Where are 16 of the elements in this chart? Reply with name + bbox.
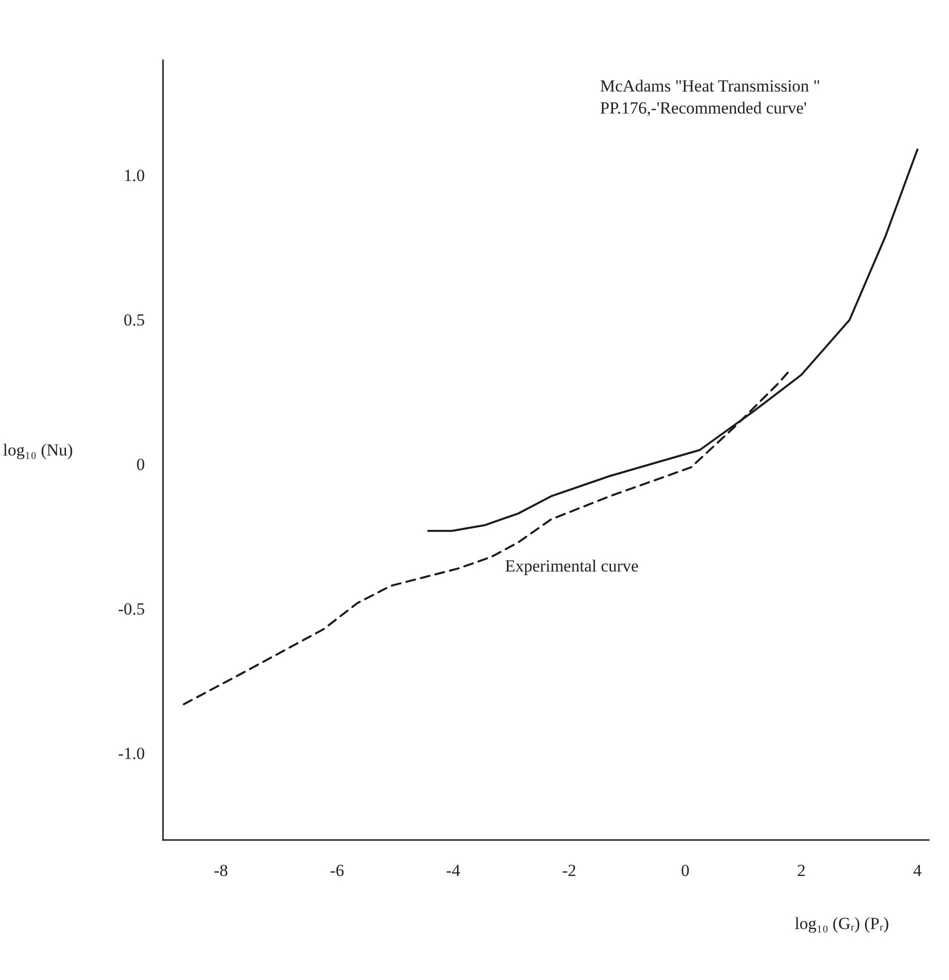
x-axis-title: log₁₀ (Gᵣ) (Pᵣ)	[794, 914, 889, 933]
x-tick-label: -2	[562, 861, 576, 880]
annotation: McAdams "Heat Transmission " PP.176,-'Recommended curve'	[600, 76, 820, 118]
y-tick-label: -0.5	[118, 599, 145, 618]
x-tick-label: -4	[446, 861, 461, 880]
y-tick-label: 1.0	[124, 166, 145, 186]
y-tick-label: -1.0	[118, 744, 145, 763]
y-axis-title: log₁₀ (Nu)	[2, 440, 73, 460]
x-tick-label: -8	[214, 861, 228, 880]
annotation: Experimental curve	[505, 556, 639, 576]
y-tick-label: 0.5	[124, 310, 145, 330]
x-tick-label: 4	[913, 861, 922, 880]
x-tick-label: 2	[797, 861, 806, 880]
y-tick-label: 0	[136, 454, 145, 474]
x-tick-label: -6	[330, 861, 344, 880]
x-tick-label: 0	[681, 861, 690, 880]
